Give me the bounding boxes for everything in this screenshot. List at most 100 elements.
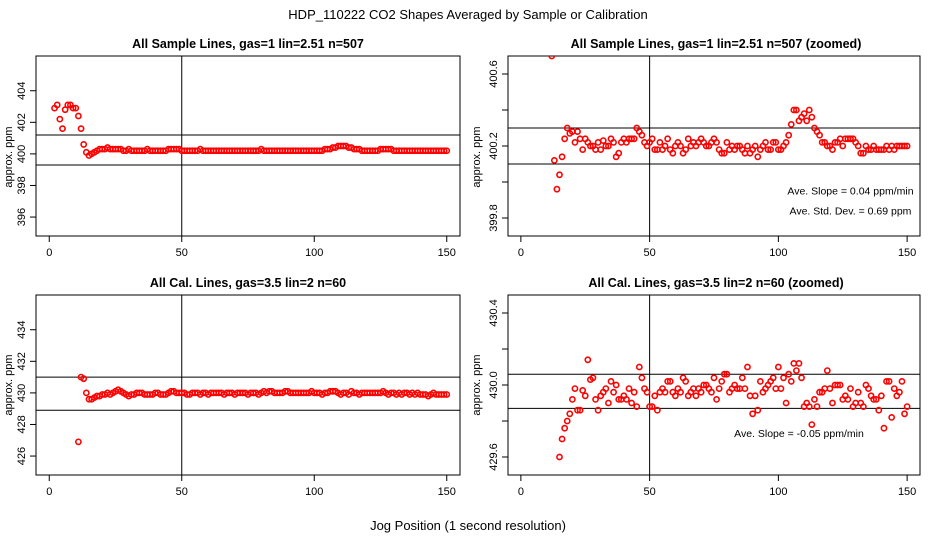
x-tick-label: 0 [46,247,52,259]
y-tick-label: 432 [16,352,28,370]
x-tick-label: 0 [518,247,524,259]
data-point [756,377,764,385]
data-point [82,389,90,397]
panel-4-ylabel: approx. ppm [471,354,483,415]
data-point [550,156,558,164]
y-tick-label: 429.6 [488,443,500,471]
data-point [839,142,847,150]
data-point [633,403,641,410]
data-point [808,421,816,428]
data-point [610,138,617,146]
page-xlabel: Jog Position (1 second resolution) [370,518,566,533]
data-point [772,138,780,146]
panel-4: All Cal. Lines, gas=3.5 lin=2 n=60 (zoom… [471,276,921,498]
panel-3-ylabel: approx. ppm [3,354,15,415]
data-point [558,153,566,161]
data-point [834,381,841,389]
data-point [805,106,813,114]
x-tick-label: 150 [438,247,456,259]
data-point [715,385,723,392]
data-point [563,417,571,425]
annotation: Ave. Slope = -0.05 ppm/min [734,428,864,440]
data-point [811,395,818,403]
data-point [579,146,587,153]
data-point [713,138,720,146]
data-point [720,370,728,378]
x-tick-label: 50 [176,247,188,259]
data-point [901,410,908,418]
data-point [571,385,579,392]
data-point [558,435,566,443]
data-point [903,403,911,410]
y-tick-label: 430 [16,384,28,402]
data-point [630,388,638,396]
data-point [574,128,581,135]
data-point [785,131,793,139]
data-point [648,135,656,143]
data-point [751,142,759,150]
data-point [646,403,654,410]
data-point [798,374,805,382]
data-point [754,153,762,161]
data-point [898,377,906,385]
y-tick-label: 426 [16,447,28,465]
data-point [561,135,569,143]
data-point [744,363,751,371]
data-point [718,149,726,157]
data-point [865,385,872,392]
data-point [630,135,638,143]
data-point [664,135,672,143]
data-point [556,171,563,179]
data-point [75,112,82,120]
data-point [823,367,831,374]
data-point [823,142,831,150]
data-point [723,370,731,378]
data-point [625,385,633,392]
data-point [836,381,844,389]
data-points [556,356,911,461]
data-point [793,367,800,374]
data-point [576,406,584,414]
x-tick-label: 100 [769,486,787,498]
y-tick-label: 400.2 [488,132,500,160]
x-tick-label: 50 [644,247,656,259]
data-point [635,363,643,371]
data-point [64,101,72,109]
data-point [615,149,623,157]
data-point [774,363,782,371]
data-point [669,149,677,157]
page-title: HDP_110222 CO2 Shapes Averaged by Sample… [288,7,647,22]
data-point [697,388,705,396]
y-tick-label: 398 [16,176,28,194]
data-point [805,403,813,410]
data-point [677,388,684,396]
data-point [666,377,674,385]
data-point [594,406,602,414]
data-point [710,374,718,382]
y-tick-label: 404 [16,82,28,100]
data-point [592,395,599,403]
data-point [443,147,451,155]
data-point [903,142,911,150]
data-point [829,399,836,407]
data-point [69,104,77,112]
data-point [56,115,64,123]
data-point [826,385,834,392]
data-point [782,399,790,407]
data-point [816,131,823,139]
data-point [574,406,581,414]
data-point [847,385,854,392]
data-point [615,395,623,403]
data-point [692,392,700,400]
data-point [671,392,679,400]
data-point [708,388,715,396]
x-tick-label: 150 [898,247,916,259]
data-point [656,138,664,146]
data-point [877,146,885,153]
data-point [59,125,66,133]
data-point [816,388,823,396]
data-point [566,410,574,418]
y-tick-label: 434 [16,321,28,339]
data-point [733,385,741,392]
data-point [77,125,85,133]
